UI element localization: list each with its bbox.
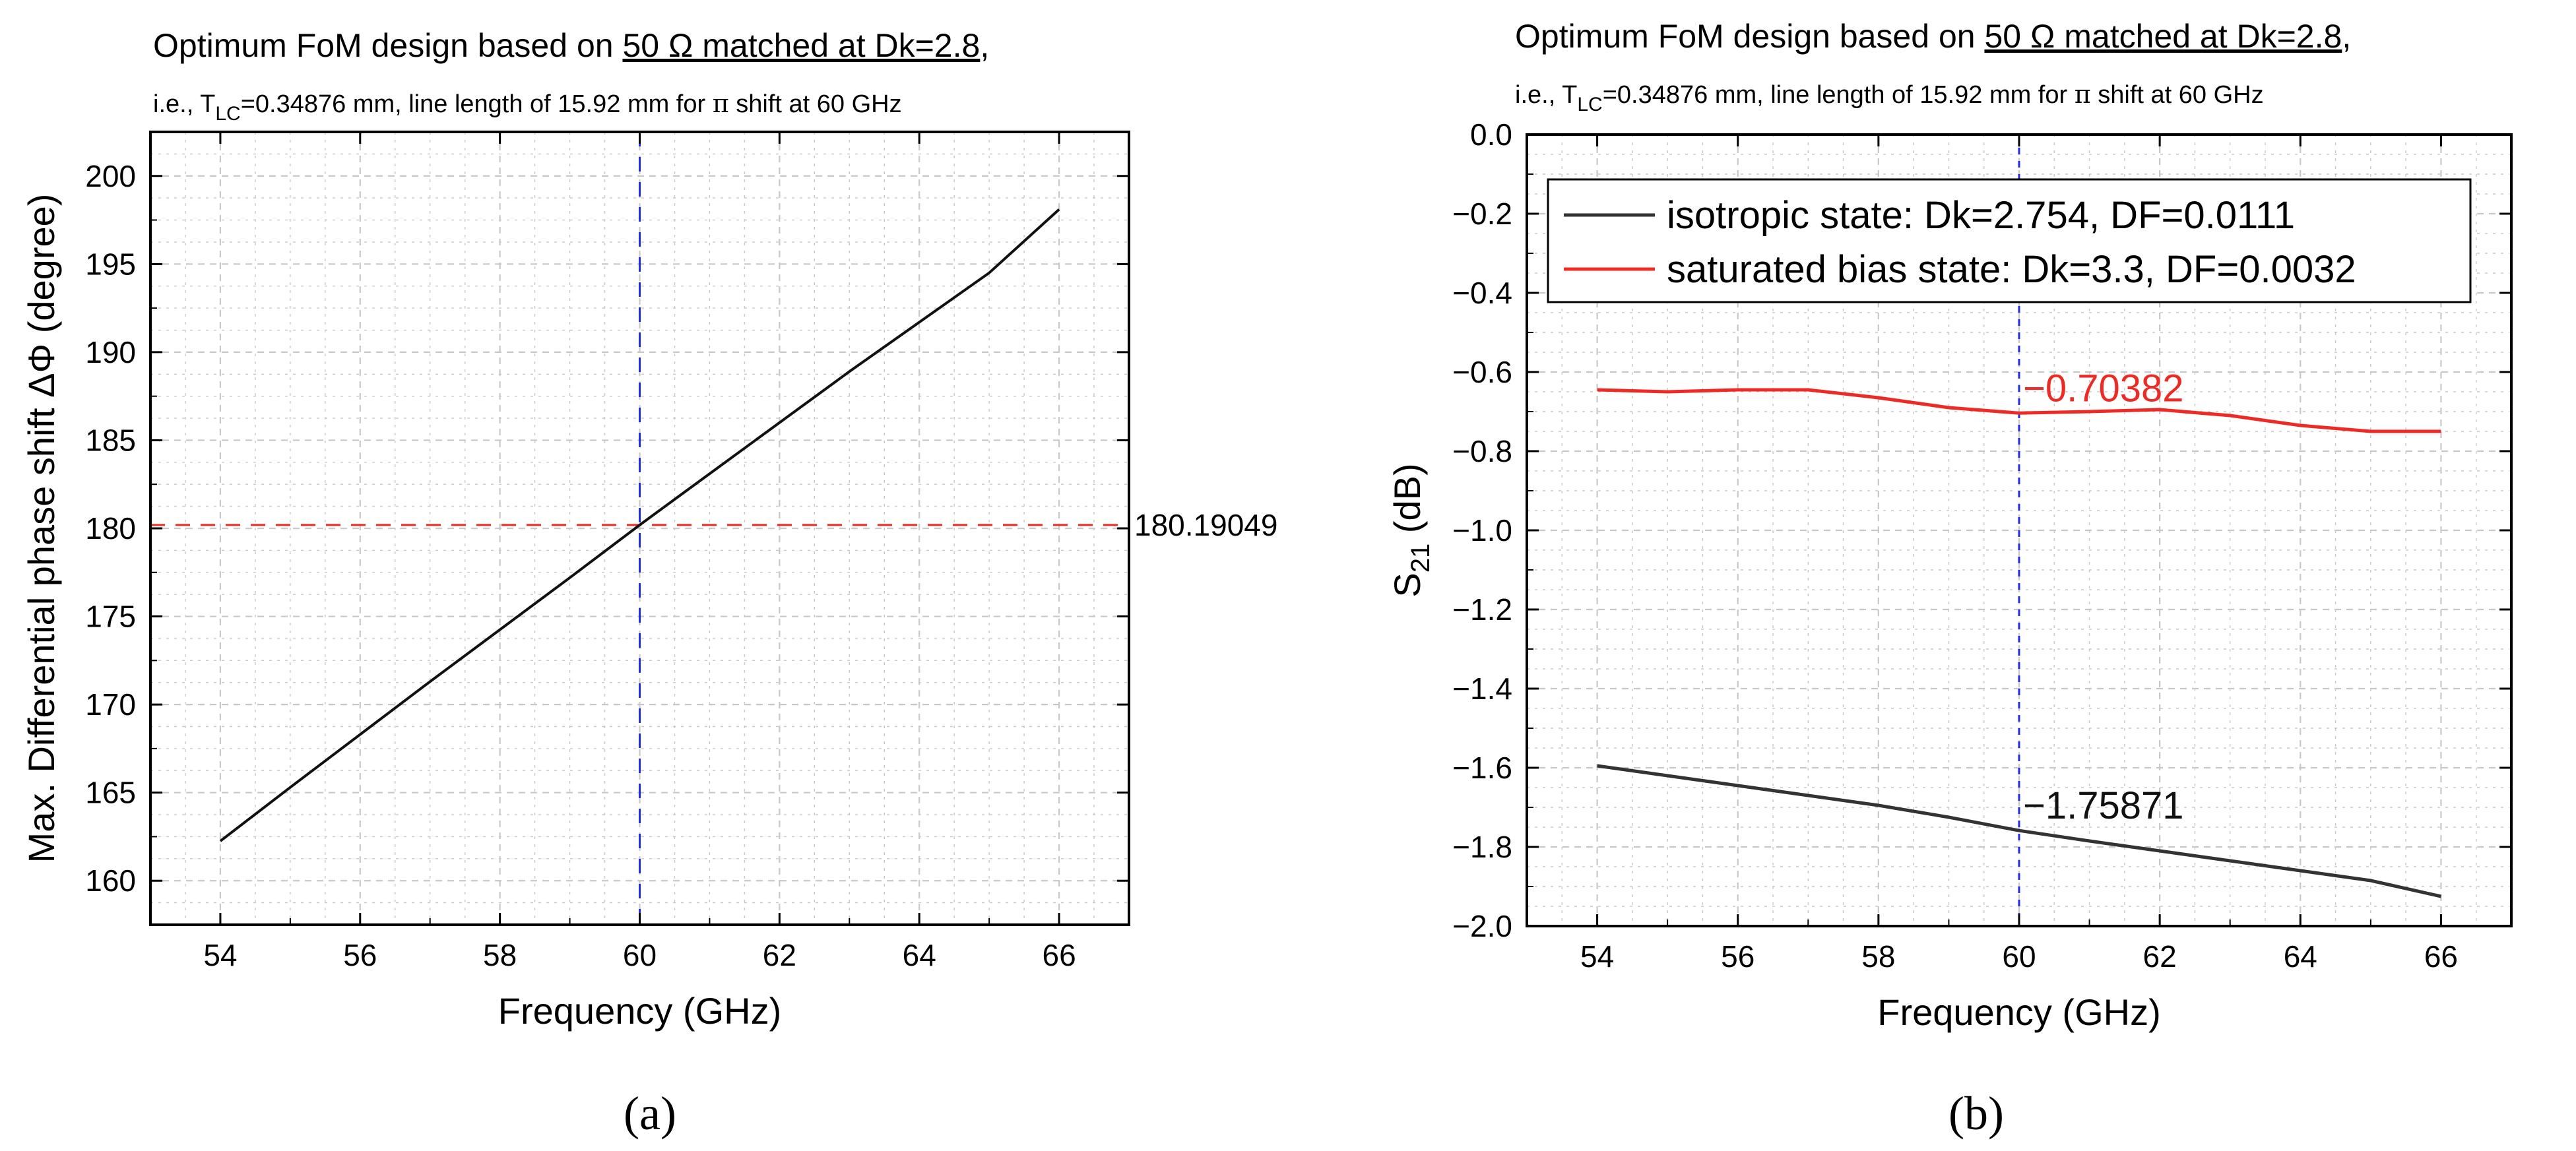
- panel-a-caption: (a): [624, 1087, 676, 1140]
- panel-a-series-line: [219, 208, 1060, 842]
- legend-box: [1547, 178, 2472, 303]
- panel-b-series-saturated: [1597, 388, 2441, 433]
- x-tick-label: 66: [1042, 938, 1076, 972]
- y-tick-label: 185: [85, 423, 136, 457]
- panel-a-ref-label: 180.19049: [1134, 508, 1277, 542]
- y-tick-label: −1.6: [1452, 751, 1512, 785]
- panel-a: Optimum FoM design based on 50 Ω matched…: [20, 27, 1277, 1140]
- panel-b-caption: (b): [1948, 1087, 2004, 1140]
- y-tick-label: −0.6: [1452, 355, 1512, 389]
- y-tick-label: 195: [85, 247, 136, 281]
- y-tick-label: −1.2: [1452, 592, 1512, 627]
- panel-a-ticks: 54 56 58 60 62 64 66 160 165 170 175 180 185 190 195 20…: [85, 132, 1129, 972]
- panel-a-subtitle: i.e., TLC=0.34876 mm, line length of 15.…: [153, 89, 902, 125]
- y-tick-label: −0.4: [1452, 276, 1512, 310]
- y-tick-label: 200: [85, 159, 136, 193]
- y-tick-label: 170: [85, 687, 136, 722]
- annotation-isotropic-value: −1.75871: [2023, 784, 2184, 827]
- y-tick-label: 0.0: [1470, 117, 1512, 152]
- panel-b-ticks: 54 56 58 60 62 64 66 0.0 −0.2 −0.4 −0.6 −0.8 −1.0 −1.…: [1452, 117, 2511, 974]
- y-tick-label: 180: [85, 511, 136, 545]
- legend-label-isotropic: isotropic state: Dk=2.754, DF=0.0111: [1667, 194, 2295, 237]
- y-tick-label: 160: [85, 863, 136, 898]
- panel-b-legend: isotropic state: Dk=2.754, DF=0.0111 sat…: [1547, 178, 2472, 303]
- x-tick-label: 64: [903, 938, 936, 972]
- panel-b-subtitle: i.e., TLC=0.34876 mm, line length of 15.…: [1515, 80, 2264, 115]
- panel-b-title: Optimum FoM design based on 50 Ω matched…: [1515, 18, 2351, 55]
- panel-b-series-isotropic: [1597, 764, 2441, 898]
- panel-a-title: Optimum FoM design based on 50 Ω matched…: [153, 27, 989, 64]
- panel-a-y-axis-label: Max. Differential phase shift ΔΦ (degree…: [20, 194, 62, 863]
- panel-b: Optimum FoM design based on 50 Ω matched…: [1386, 18, 2513, 1140]
- x-tick-label: 54: [1580, 939, 1614, 974]
- y-tick-label: −1.8: [1452, 830, 1512, 864]
- panel-b-x-axis-label: Frequency (GHz): [1877, 991, 2160, 1033]
- x-tick-label: 60: [2002, 939, 2036, 974]
- x-tick-label: 58: [483, 938, 517, 972]
- panel-a-x-axis-label: Frequency (GHz): [498, 990, 781, 1032]
- y-tick-label: −1.4: [1452, 671, 1512, 706]
- y-tick-label: 175: [85, 600, 136, 634]
- x-tick-label: 56: [1721, 939, 1755, 974]
- x-tick-label: 60: [623, 938, 657, 972]
- x-tick-label: 56: [343, 938, 377, 972]
- y-tick-label: −0.8: [1452, 434, 1512, 468]
- x-tick-label: 66: [2424, 939, 2458, 974]
- x-tick-label: 62: [763, 938, 796, 972]
- x-tick-label: 58: [1861, 939, 1895, 974]
- x-tick-label: 62: [2143, 939, 2177, 974]
- y-tick-label: 190: [85, 335, 136, 369]
- x-tick-label: 54: [203, 938, 237, 972]
- y-tick-label: −1.0: [1452, 513, 1512, 547]
- panel-b-y-axis-label: S21 (dB): [1386, 463, 1435, 597]
- x-tick-label: 64: [2284, 939, 2317, 974]
- panel-a-grid: [150, 132, 1129, 925]
- y-tick-label: −0.2: [1452, 197, 1512, 231]
- annotation-saturated-value: −0.70382: [2023, 367, 2184, 410]
- y-tick-label: 165: [85, 776, 136, 810]
- y-tick-label: −2.0: [1452, 909, 1512, 943]
- legend-label-saturated: saturated bias state: Dk=3.3, DF=0.0032: [1667, 248, 2356, 291]
